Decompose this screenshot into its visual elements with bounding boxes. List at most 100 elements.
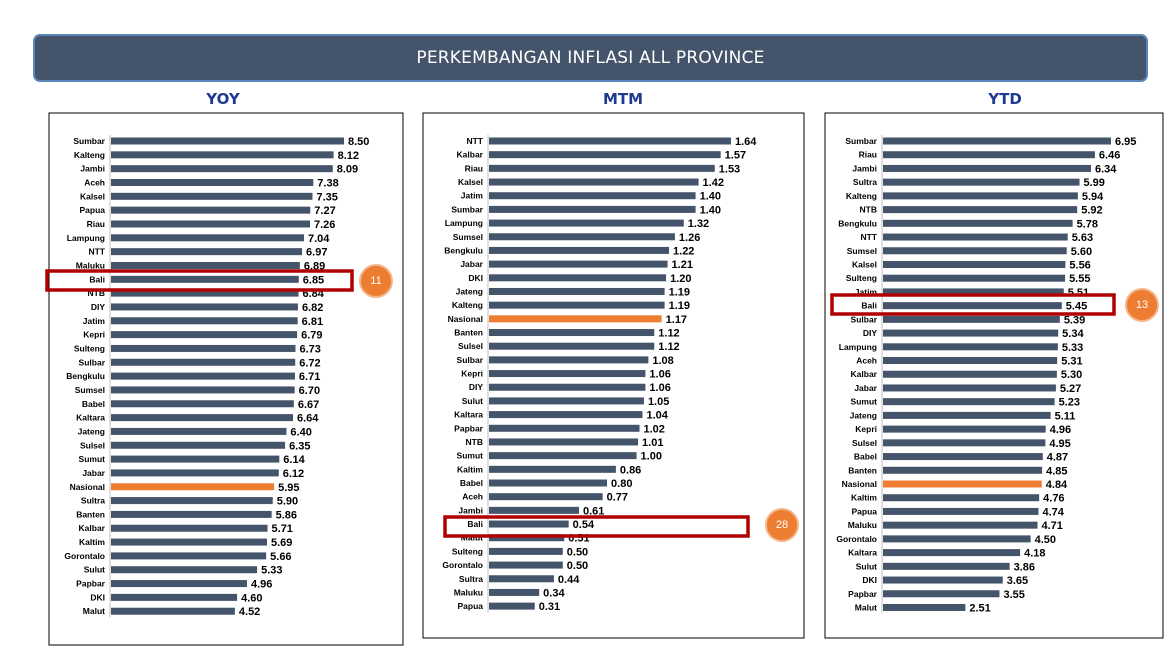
mtm-data-label: 1.12 <box>658 328 679 340</box>
ytd-tick-label: Sumut <box>851 397 878 407</box>
ytd-data-label: 5.63 <box>1072 232 1093 244</box>
ytd-data-label: 4.85 <box>1046 465 1067 477</box>
ytd-data-label: 5.92 <box>1081 205 1102 217</box>
ytd-tick-label: Sumsel <box>847 246 877 256</box>
yoy-tick-label: Kepri <box>83 330 105 340</box>
mtm-data-label: 1.17 <box>666 314 687 326</box>
yoy-tick-label: Kalsel <box>80 191 105 201</box>
ytd-bar <box>883 206 1078 214</box>
ytd-tick-label: Jateng <box>850 410 877 420</box>
ytd-bar <box>883 164 1091 172</box>
ytd-bar <box>883 521 1038 529</box>
yoy-bar <box>111 552 267 560</box>
mtm-data-label: 1.05 <box>648 396 669 408</box>
mtm-tick-label: NTB <box>466 437 483 447</box>
ytd-tick-label: Lampung <box>839 342 877 352</box>
ytd-tick-label: Maluku <box>848 520 877 530</box>
mtm-tick-label: Sulsel <box>458 341 483 351</box>
header-title: PERKEMBANGAN INFLASI ALL PROVINCE <box>416 48 765 68</box>
mtm-bar <box>489 493 603 501</box>
mtm-bar <box>489 205 696 213</box>
ytd-bar <box>883 466 1043 474</box>
ytd-bar <box>883 425 1046 433</box>
yoy-data-label: 7.38 <box>317 177 338 189</box>
yoy-data-label: 6.85 <box>303 274 324 286</box>
yoy-bar <box>111 524 268 532</box>
mtm-tick-label: Bali <box>467 519 483 529</box>
yoy-bar <box>111 607 235 615</box>
mtm-bar <box>489 342 655 350</box>
ytd-data-label: 4.18 <box>1024 548 1045 560</box>
yoy-tick-label: Jambi <box>80 164 105 174</box>
yoy-tick-label: Aceh <box>84 177 105 187</box>
mtm-data-label: 1.40 <box>700 204 721 216</box>
ytd-tick-label: Kalbar <box>851 369 878 379</box>
mtm-data-label: 1.08 <box>652 355 673 367</box>
mtm-bar <box>489 192 696 200</box>
mtm-tick-label: Banten <box>454 328 483 338</box>
mtm-bar <box>489 479 608 487</box>
ytd-bar <box>883 453 1043 461</box>
mtm-data-label: 0.61 <box>583 505 604 517</box>
ytd-tick-label: Jambi <box>852 163 877 173</box>
yoy-tick-label: Jabar <box>82 468 105 478</box>
mtm-data-label: 1.12 <box>658 341 679 353</box>
yoy-data-label: 7.04 <box>308 233 330 245</box>
mtm-bar <box>489 411 643 419</box>
yoy-bar <box>111 427 287 435</box>
yoy-data-label: 8.12 <box>338 150 359 162</box>
yoy-bar <box>111 358 296 366</box>
ytd-bar <box>883 357 1058 365</box>
ytd-data-label: 4.74 <box>1042 506 1064 518</box>
ytd-data-label: 5.78 <box>1077 218 1098 230</box>
yoy-bar <box>111 248 303 256</box>
yoy-bar <box>111 566 258 574</box>
mtm-tick-label: Aceh <box>462 492 483 502</box>
mtm-bar <box>489 465 616 473</box>
yoy-bar <box>111 580 247 588</box>
ytd-data-label: 6.95 <box>1115 136 1136 148</box>
mtm-bar <box>489 520 569 528</box>
yoy-data-label: 6.12 <box>283 468 304 480</box>
yoy-data-label: 5.90 <box>277 496 298 508</box>
yoy-tick-label: NTT <box>88 247 105 257</box>
mtm-tick-label: Jambi <box>458 505 483 515</box>
ytd-tick-label: Nasional <box>842 479 877 489</box>
ytd-bar <box>883 219 1073 227</box>
ytd-bar <box>883 576 1003 584</box>
mtm-data-label: 1.42 <box>703 177 724 189</box>
ytd-data-label: 5.33 <box>1062 342 1083 354</box>
ytd-tick-label: Sulut <box>856 561 877 571</box>
mtm-callout-box <box>443 515 750 538</box>
ytd-data-label: 5.30 <box>1061 369 1082 381</box>
mtm-bar <box>489 329 655 337</box>
mtm-data-label: 1.19 <box>669 286 690 298</box>
ytd-data-label: 4.87 <box>1047 452 1068 464</box>
mtm-tick-label: Lampung <box>445 218 483 228</box>
ytd-tick-label: Kepri <box>855 424 877 434</box>
ytd-data-label: 5.56 <box>1069 259 1090 271</box>
mtm-tick-label: Babel <box>460 478 483 488</box>
ytd-tick-label: Sulteng <box>846 273 877 283</box>
mtm-tick-label: Jabar <box>460 259 483 269</box>
yoy-bar <box>111 469 279 477</box>
yoy-data-label: 7.26 <box>314 219 335 231</box>
mtm-data-label: 0.44 <box>558 574 580 586</box>
ytd-bar <box>883 480 1042 488</box>
ytd-bar <box>883 192 1078 200</box>
yoy-callout-box <box>45 269 354 292</box>
yoy-bar <box>111 344 296 352</box>
mtm-bar <box>489 137 731 145</box>
mtm-bar <box>489 178 699 186</box>
mtm-tick-label: Riau <box>465 163 483 173</box>
mtm-tick-label: DKI <box>468 273 483 283</box>
yoy-tick-label: Sulbar <box>79 357 106 367</box>
ytd-data-label: 4.50 <box>1035 534 1056 546</box>
mtm-tick-label: Kaltara <box>454 410 483 420</box>
yoy-data-label: 6.14 <box>283 454 305 466</box>
mtm-bar <box>489 164 715 172</box>
yoy-bar <box>111 165 333 173</box>
yoy-tick-label: Gorontalo <box>64 551 105 561</box>
ytd-data-label: 5.23 <box>1059 397 1080 409</box>
ytd-bar <box>883 151 1095 159</box>
